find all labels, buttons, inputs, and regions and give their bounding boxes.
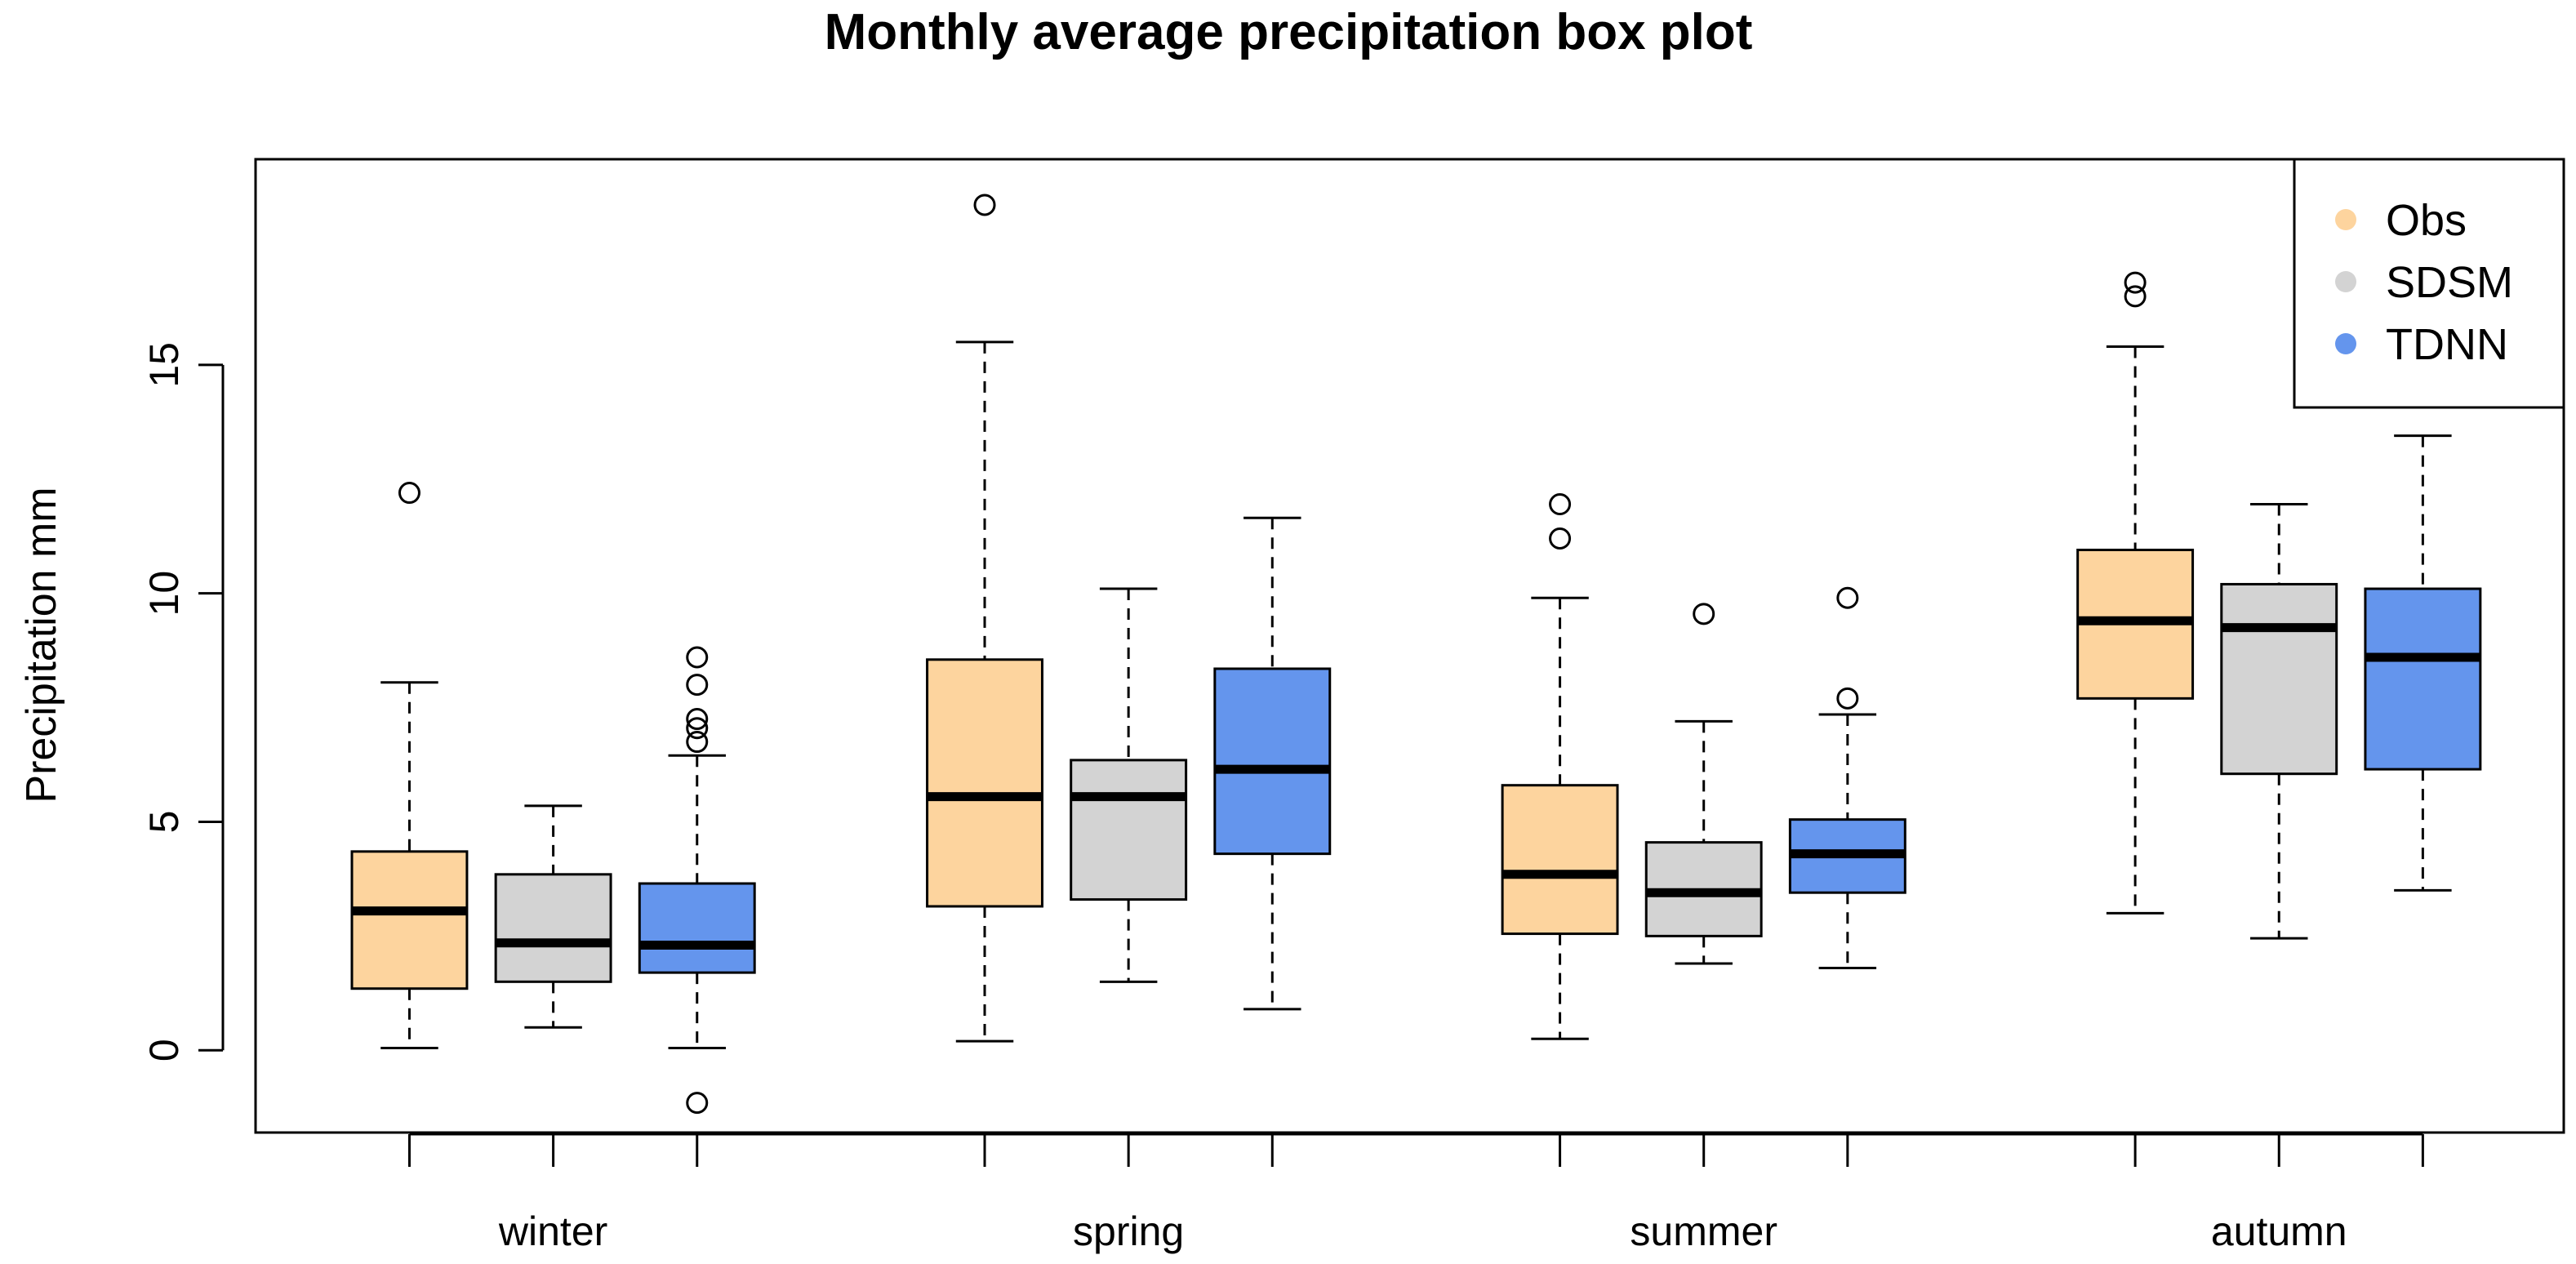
box-obs-autumn [2076,271,2195,915]
box-tdnn-autumn [2364,434,2482,892]
legend-marker-sdsm [2335,271,2356,292]
plot-area-frame [254,158,2565,1134]
outlier-point [1549,493,1572,516]
box-iqr [1213,667,1332,856]
box-obs-summer [1501,493,1619,1040]
category-label-winter: winter [498,1208,607,1254]
category-label-summer: summer [1630,1208,1777,1254]
box-obs-spring [926,194,1043,1043]
boxes-layer [350,194,2482,1115]
box-iqr [2364,587,2482,771]
box-obs-winter [350,482,469,1049]
box-iqr [638,882,756,974]
legend-label-obs: Obs [2386,196,2467,245]
legend-label-tdnn: TDNN [2386,320,2508,369]
box-sdsm-summer [1644,603,1763,965]
box-tdnn-winter [638,646,756,1115]
y-tick-label: 10 [141,571,187,616]
legend-label-sdsm: SDSM [2386,258,2513,307]
outlier-point [1836,687,1859,710]
box-sdsm-winter [494,804,612,1029]
box-tdnn-spring [1213,516,1332,1011]
box-iqr [1070,759,1188,901]
box-iqr [350,850,469,990]
y-tick-label: 15 [141,342,187,388]
outlier-point [686,717,709,740]
category-label-autumn: autumn [2211,1208,2347,1254]
box-sdsm-autumn [2220,503,2338,940]
outlier-point [398,482,420,505]
y-tick-label: 0 [141,1039,187,1061]
legend-marker-tdnn [2335,333,2356,354]
box-iqr [2220,582,2338,776]
box-iqr [1501,784,1619,936]
outlier-point [1693,603,1715,625]
outlier-point [1549,527,1572,550]
outlier-point [2124,271,2147,294]
category-label-spring: spring [1073,1208,1184,1254]
outlier-point [2124,285,2147,308]
legend-marker-obs [2335,209,2356,230]
outlier-point [686,731,709,754]
box-sdsm-spring [1070,587,1188,983]
outlier-point [686,674,709,697]
outlier-point [686,708,709,731]
outlier-point [686,1092,709,1115]
outlier-point [1836,586,1859,609]
y-tick-label: 5 [141,811,187,834]
box-iqr [926,658,1043,908]
box-tdnn-summer [1788,586,1906,970]
y-axis: 0 5 10 15 [141,342,225,1061]
outlier-point [686,646,709,669]
chart-title: Monthly average precipitation box plot [825,4,1753,60]
outlier-point [973,194,996,216]
legend: Obs SDSM TDNN [2293,158,2565,409]
y-axis-label: Precipitation mm [18,487,65,803]
x-axis: winter spring summer autumn [407,1133,2424,1254]
box-iqr [494,873,612,983]
